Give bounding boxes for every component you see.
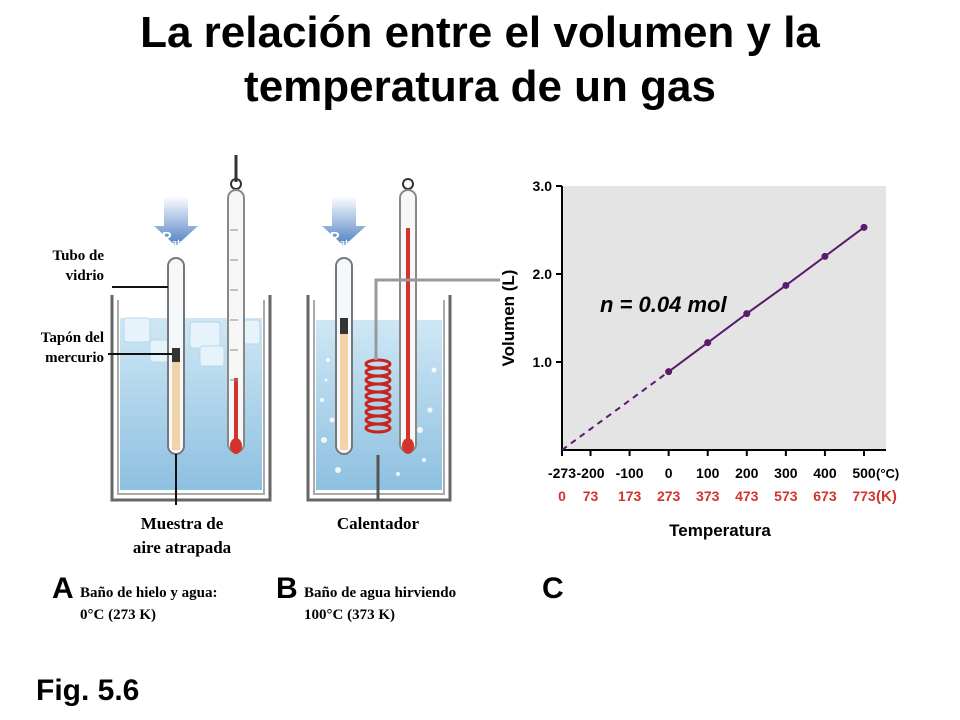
mercury-plug-b bbox=[340, 318, 348, 334]
title-line-1: La relación entre el volumen y la bbox=[140, 8, 820, 57]
label-mercury-plug-line1: Tapón del bbox=[40, 330, 104, 346]
y-axis-label: Volumen (L) bbox=[499, 270, 518, 367]
patm-sub-b: atm bbox=[340, 238, 356, 248]
extrapolation-dashed-line bbox=[561, 370, 670, 451]
x-tick-label-celsius: -273 bbox=[548, 465, 576, 481]
x-tick-label-celsius: 0 bbox=[665, 465, 673, 481]
x-tick-label-kelvin: 173 bbox=[618, 488, 642, 504]
y-tick-label: 2.0 bbox=[533, 266, 553, 282]
label-mercury-plug: Tapón del mercurio bbox=[41, 328, 104, 368]
label-glass-tube-line1: Tubo de bbox=[52, 248, 104, 264]
x-unit-kelvin: (K) bbox=[876, 488, 897, 505]
x-axis-label: Temperatura bbox=[669, 521, 771, 540]
x-tick-label-kelvin: 0 bbox=[558, 488, 566, 504]
panel-letter-b: B bbox=[276, 572, 298, 605]
y-tick-label: 3.0 bbox=[533, 178, 553, 194]
label-glass-tube: Tubo de vidrio bbox=[52, 246, 104, 286]
figure-label: Fig. 5.6 bbox=[36, 674, 140, 707]
beaker-b: P atm bbox=[306, 178, 500, 502]
title-line-2: temperatura de un gas bbox=[244, 62, 716, 111]
label-trapped-air-line1: Muestra de bbox=[140, 514, 224, 533]
x-tick-label-kelvin: 273 bbox=[657, 488, 681, 504]
x-tick-label-kelvin: 573 bbox=[774, 488, 798, 504]
data-point bbox=[860, 223, 868, 231]
x-tick-label-celsius: 400 bbox=[813, 465, 837, 481]
data-point bbox=[704, 339, 712, 347]
label-mercury-plug-line2: mercurio bbox=[45, 350, 104, 366]
y-tick-label: 1.0 bbox=[533, 354, 553, 370]
data-point bbox=[743, 310, 751, 318]
caption-b-line2: 100°C (373 K) bbox=[304, 607, 395, 623]
label-heater: Calentador bbox=[336, 514, 420, 533]
patm-label-b: P bbox=[329, 229, 340, 246]
apparatus-illustration: P atm bbox=[108, 155, 500, 505]
volume-temperature-chart: 1.0 2.0 3.0 -273 0 -200 73 -100 173 0 273 100 373 20… bbox=[499, 178, 899, 540]
x-tick-label-celsius: 100 bbox=[696, 465, 720, 481]
patm-sub-a: atm bbox=[172, 238, 188, 248]
beaker-a: P atm bbox=[108, 155, 272, 505]
data-point bbox=[665, 368, 673, 376]
label-trapped-air: Muestra de aire atrapada bbox=[100, 512, 264, 560]
x-tick-label-kelvin: 73 bbox=[583, 488, 599, 504]
plot-area bbox=[562, 186, 886, 450]
caption-a-line1: Baño de hielo y agua: bbox=[80, 585, 218, 601]
trapped-air-b bbox=[340, 334, 348, 450]
annotation-text: n = 0.04 mol bbox=[600, 292, 727, 317]
bubbles bbox=[320, 358, 437, 476]
pressure-arrow-b bbox=[322, 196, 366, 246]
caption-b-line1: Baño de agua hirviendo bbox=[304, 585, 457, 601]
x-tick-label-celsius: 300 bbox=[774, 465, 798, 481]
x-tick-label-celsius: -200 bbox=[577, 465, 605, 481]
x-tick-label-kelvin: 473 bbox=[735, 488, 759, 504]
pressure-arrow-a bbox=[154, 196, 198, 246]
data-point bbox=[821, 252, 829, 260]
panel-letter-c: C bbox=[542, 572, 564, 605]
x-tick-label-celsius: 500 bbox=[852, 465, 876, 481]
x-tick-label-kelvin: 773 bbox=[852, 488, 876, 504]
x-unit-celsius: (°C) bbox=[876, 466, 899, 481]
label-glass-tube-line2: vidrio bbox=[65, 268, 104, 284]
caption-a-line2: 0°C (273 K) bbox=[80, 607, 156, 623]
x-tick-label-celsius: -100 bbox=[616, 465, 644, 481]
data-point bbox=[782, 281, 790, 289]
series-line bbox=[668, 226, 865, 373]
page-title: La relación entre el volumen y la temper… bbox=[0, 6, 960, 114]
label-trapped-air-line2: aire atrapada bbox=[132, 538, 232, 557]
panel-letter-a: A bbox=[52, 572, 74, 605]
mercury-plug-a bbox=[172, 348, 180, 362]
heater-coil bbox=[364, 358, 392, 434]
patm-label-a: P bbox=[161, 229, 172, 246]
caption-a: Baño de hielo y agua: 0°C (273 K) bbox=[80, 582, 218, 626]
trapped-air-a bbox=[172, 362, 180, 450]
x-tick-label-kelvin: 673 bbox=[813, 488, 837, 504]
caption-b: Baño de agua hirviendo 100°C (373 K) bbox=[304, 582, 456, 626]
annotation-n: n = 0.04 mol bbox=[600, 292, 727, 317]
x-tick-label-celsius: 200 bbox=[735, 465, 759, 481]
x-tick-label-kelvin: 373 bbox=[696, 488, 720, 504]
